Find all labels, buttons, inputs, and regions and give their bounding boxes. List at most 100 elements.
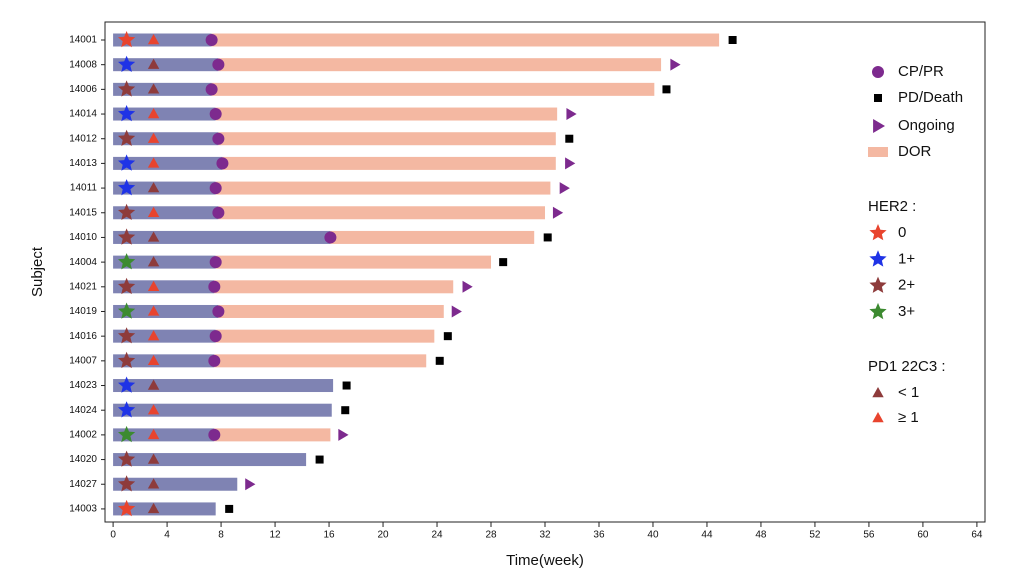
response-dot [212, 305, 225, 318]
her2-star [118, 253, 136, 270]
treatment-bar [113, 477, 238, 491]
x-tick-label: 56 [863, 530, 875, 541]
ongoing-marker [462, 280, 473, 293]
response-dot [208, 428, 221, 441]
y-axis-label: Subject [29, 246, 46, 297]
pd1-triangle [147, 478, 160, 489]
dor-bar [211, 82, 655, 96]
dor-bar [214, 354, 427, 368]
her2-star [118, 277, 136, 295]
x-tick-label: 12 [269, 530, 281, 541]
pd1-triangle [147, 182, 160, 193]
pd-death-marker [435, 356, 444, 365]
pd1-triangle [147, 231, 160, 242]
legend-dor [868, 147, 888, 157]
legend-label: 1+ [898, 250, 915, 267]
y-tick-label: 14006 [69, 84, 97, 95]
dor-bar [218, 304, 444, 318]
treatment-bar [113, 428, 215, 442]
legend-ongoing [873, 119, 885, 133]
dor-bar [211, 33, 720, 47]
her2-star [118, 425, 136, 443]
legend-pd1-triangle [872, 412, 884, 423]
her2-star [118, 351, 136, 369]
dor-bar [214, 428, 331, 442]
ongoing-marker [552, 206, 564, 219]
treatment-bar [113, 403, 332, 417]
ongoing-marker [566, 108, 577, 121]
legend-her2-star [869, 250, 887, 267]
y-tick-label: 14027 [69, 479, 97, 490]
treatment-bar [113, 132, 219, 146]
treatment-bar [113, 181, 216, 195]
dor-bar [330, 230, 535, 244]
treatment-bar [113, 156, 223, 170]
dor-bar [215, 255, 492, 269]
her2-star [118, 376, 136, 393]
pd1-triangle [147, 428, 160, 440]
response-dot [324, 231, 337, 244]
her2-star [118, 499, 136, 517]
pd1-triangle [147, 206, 160, 217]
legend-label: ≥ 1 [898, 409, 919, 426]
y-tick-label: 14019 [69, 306, 97, 317]
legend-pd-death [874, 94, 882, 102]
legend-pd1-triangle [872, 387, 884, 398]
y-tick-label: 14016 [69, 331, 97, 342]
dor-bar [215, 329, 435, 343]
legend-label: < 1 [898, 384, 919, 401]
y-tick-label: 14024 [69, 405, 97, 416]
pd1-triangle [147, 404, 160, 415]
x-tick-label: 8 [218, 530, 224, 541]
x-tick-label: 24 [431, 530, 443, 541]
y-tick-label: 14012 [69, 133, 97, 144]
pd1-triangle [147, 280, 160, 291]
treatment-bar [113, 354, 215, 368]
x-tick-label: 40 [647, 530, 659, 541]
y-tick-label: 14010 [69, 232, 97, 243]
legend-label: CP/PR [898, 63, 944, 80]
treatment-bar [113, 58, 219, 72]
response-dot [205, 34, 218, 46]
pd-death-marker [341, 406, 350, 415]
y-tick-label: 14001 [69, 35, 97, 46]
ongoing-marker [670, 58, 681, 71]
legend-cp-pr [872, 66, 884, 78]
legend-label: 0 [898, 224, 906, 241]
ongoing-marker [338, 428, 349, 441]
pd-death-marker [342, 381, 351, 390]
dor-bar [218, 132, 556, 146]
pd-death-marker [728, 36, 737, 44]
y-tick-label: 14002 [69, 430, 97, 441]
pd1-triangle [147, 354, 160, 366]
her2-star [118, 302, 136, 319]
pd1-triangle [147, 132, 160, 143]
response-dot [209, 182, 222, 195]
pd1-triangle [147, 58, 160, 69]
legend-label: Ongoing [898, 117, 955, 134]
legend-her2-star [869, 224, 887, 241]
legend-title: HER2 : [868, 198, 916, 215]
pd-death-marker [565, 134, 574, 143]
y-tick-label: 14014 [69, 109, 97, 120]
response-dot [212, 58, 225, 71]
treatment-bar [113, 107, 216, 121]
her2-star [118, 129, 136, 146]
response-dot [208, 354, 221, 367]
pd1-triangle [147, 305, 160, 316]
pd-death-marker [315, 455, 324, 464]
treatment-bar [113, 255, 216, 269]
dor-bar [214, 280, 454, 294]
pd1-triangle [147, 157, 160, 168]
pd-death-marker [443, 332, 452, 341]
her2-star [118, 154, 136, 171]
y-tick-label: 14004 [69, 257, 97, 268]
treatment-bar [113, 304, 219, 318]
response-dot [212, 132, 225, 145]
response-dot [205, 83, 218, 96]
her2-star [118, 450, 136, 467]
ongoing-marker [559, 182, 570, 195]
dor-bar [215, 107, 558, 121]
x-tick-label: 28 [485, 530, 497, 541]
ongoing-marker [245, 478, 256, 491]
